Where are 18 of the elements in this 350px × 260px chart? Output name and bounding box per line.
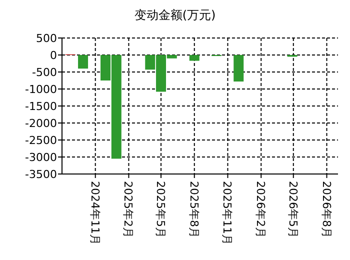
chart-title: 变动金额(万元) [134, 8, 216, 22]
x-tick-label: 2025年2月 [122, 181, 135, 238]
x-tick-label: 2026年2月 [254, 181, 268, 238]
y-tick-label: -1500 [25, 100, 57, 113]
x-tick-label: 2025年8月 [187, 181, 200, 238]
y-tick-label: -500 [32, 66, 57, 79]
y-tick-label: -2000 [25, 117, 57, 130]
y-tick-label: -3500 [25, 168, 57, 181]
y-tick-label: 500 [36, 32, 57, 45]
x-tick-label: 2026年5月 [286, 181, 300, 238]
x-tick-label: 2025年5月 [154, 181, 168, 238]
y-tick-label: -3000 [25, 151, 57, 164]
y-tick-label: -2500 [25, 134, 57, 147]
x-tick-label: 2026年8月 [320, 181, 333, 238]
x-tick-label: 2024年11月 [88, 181, 102, 245]
y-tick-label: -1000 [25, 83, 57, 96]
x-tick-label: 2025年11月 [220, 181, 234, 245]
y-tick-label: 0 [50, 49, 57, 62]
